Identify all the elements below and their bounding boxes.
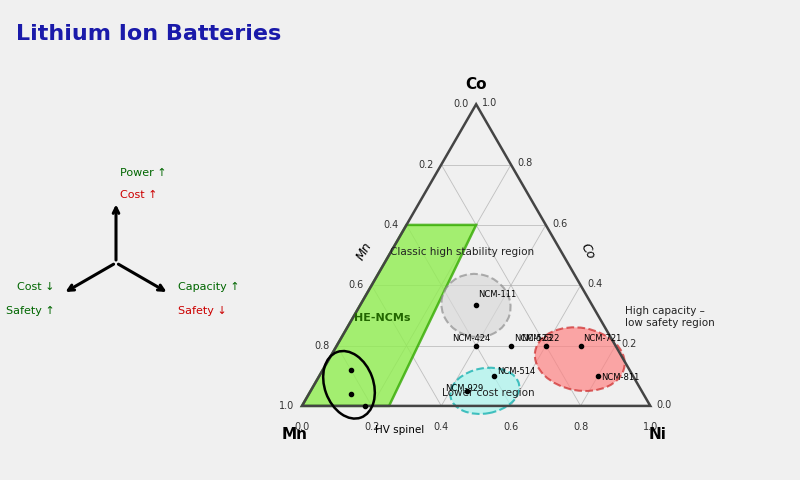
Text: 0.4: 0.4: [587, 279, 602, 289]
Text: 0.2: 0.2: [622, 339, 637, 349]
Text: 1.0: 1.0: [642, 421, 658, 432]
Text: NCM-811: NCM-811: [601, 373, 639, 382]
Text: Co: Co: [578, 241, 598, 262]
Text: 0.4: 0.4: [434, 421, 449, 432]
Text: Mn: Mn: [282, 427, 308, 442]
Text: 0.6: 0.6: [349, 280, 364, 290]
Text: Lithium Ion Batteries: Lithium Ion Batteries: [16, 24, 282, 44]
Text: 0.6: 0.6: [503, 421, 518, 432]
Text: High capacity –
low safety region: High capacity – low safety region: [625, 306, 714, 328]
Text: NCM-523: NCM-523: [514, 334, 552, 343]
Text: Safety ↑: Safety ↑: [6, 305, 54, 315]
Text: NCM-929: NCM-929: [445, 384, 483, 393]
Ellipse shape: [535, 327, 625, 391]
Text: NCM-424: NCM-424: [452, 334, 490, 343]
Text: Cost ↓: Cost ↓: [17, 282, 54, 292]
Text: HE-NCMs: HE-NCMs: [354, 313, 410, 323]
Text: 0.0: 0.0: [454, 99, 469, 109]
Text: 0.4: 0.4: [383, 220, 399, 230]
Text: 1.0: 1.0: [482, 98, 498, 108]
Text: Co: Co: [466, 77, 487, 92]
Text: Cost ↑: Cost ↑: [120, 190, 157, 200]
Text: HV spinel: HV spinel: [375, 425, 424, 435]
Text: Mn: Mn: [354, 240, 375, 263]
Text: 0.0: 0.0: [294, 421, 310, 432]
Text: Safety ↓: Safety ↓: [178, 306, 226, 315]
Text: 0.2: 0.2: [364, 421, 379, 432]
Text: 0.0: 0.0: [657, 399, 672, 409]
Text: 0.8: 0.8: [518, 158, 533, 168]
Text: 0.6: 0.6: [552, 218, 567, 228]
Polygon shape: [302, 225, 476, 406]
Text: 0.8: 0.8: [314, 341, 329, 350]
Text: Capacity ↑: Capacity ↑: [178, 282, 239, 292]
Ellipse shape: [450, 368, 519, 414]
Text: NCM-721: NCM-721: [583, 335, 622, 344]
Text: Lower cost region: Lower cost region: [442, 387, 534, 397]
Text: Power ↑: Power ↑: [120, 168, 166, 179]
Text: 0.2: 0.2: [418, 159, 434, 169]
Text: 1.0: 1.0: [279, 401, 294, 411]
Text: NCM-622: NCM-622: [522, 334, 560, 343]
Text: NCM-111: NCM-111: [478, 290, 516, 299]
Text: 0.8: 0.8: [573, 421, 588, 432]
Text: Classic high stability region: Classic high stability region: [390, 247, 534, 257]
Text: NCM-514: NCM-514: [497, 368, 535, 376]
Text: Ni: Ni: [648, 427, 666, 442]
Ellipse shape: [442, 274, 510, 337]
